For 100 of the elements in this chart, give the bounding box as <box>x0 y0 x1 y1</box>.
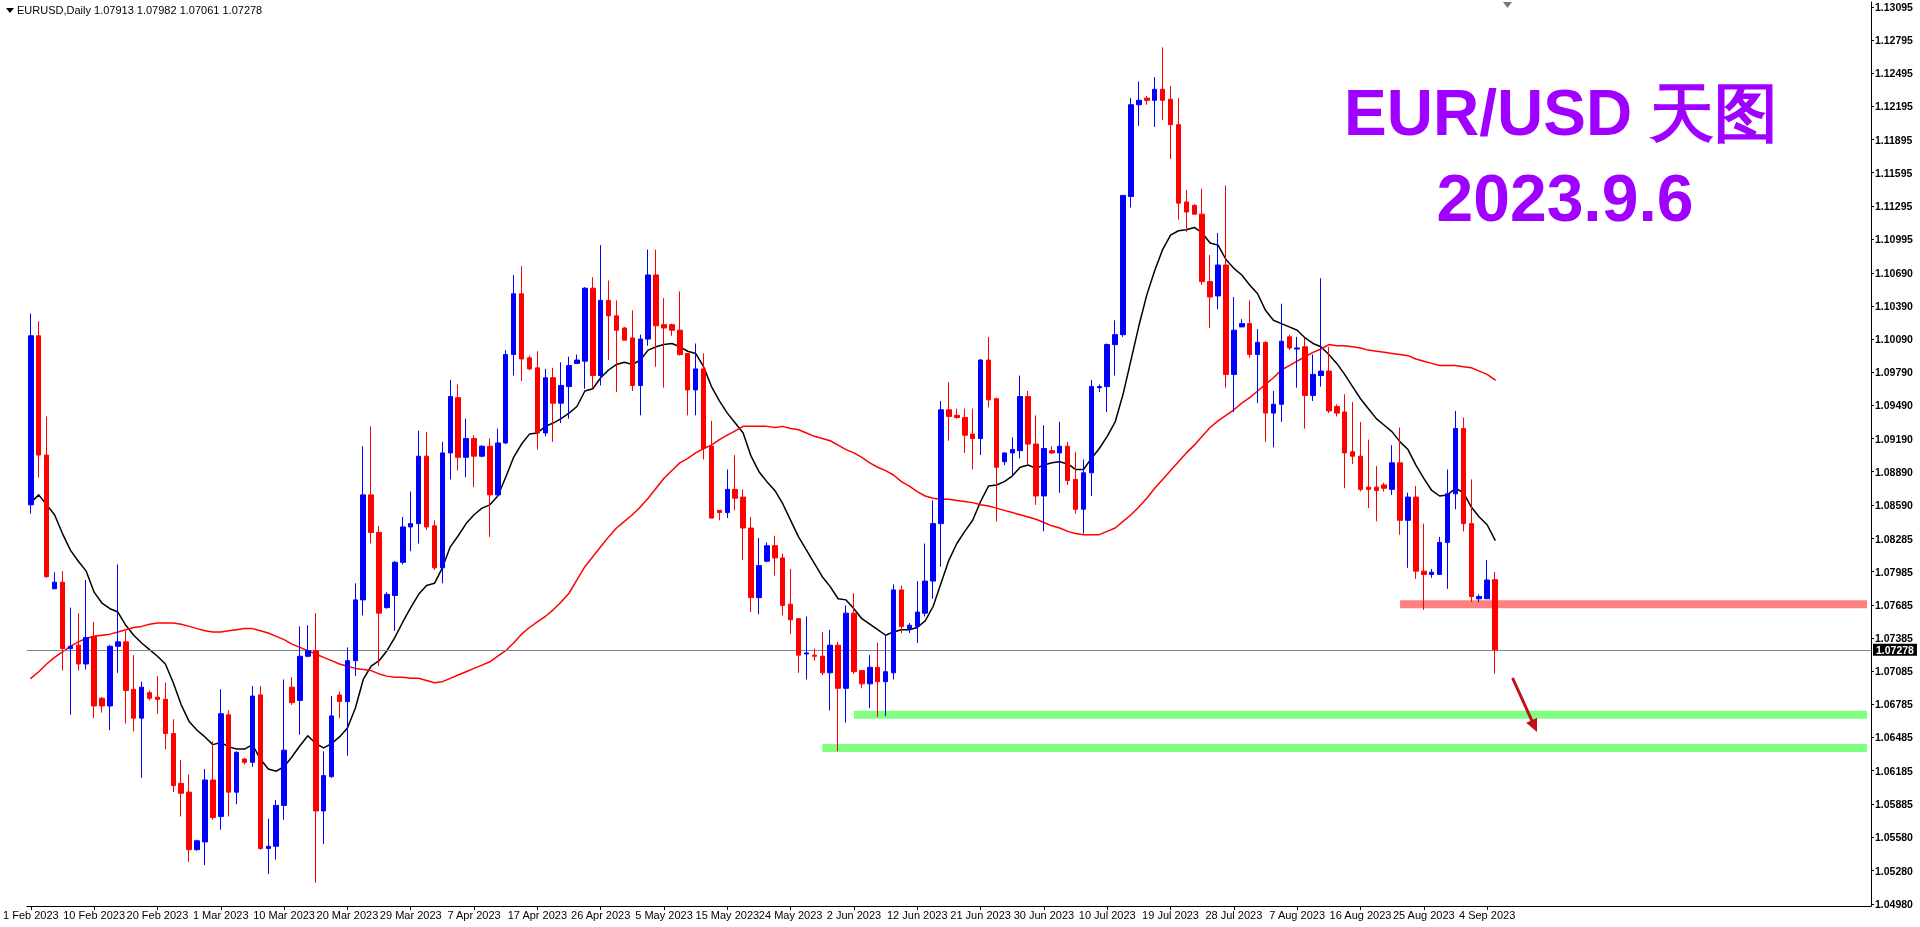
candlestick <box>1207 254 1213 329</box>
y-tick-label: 1.07685 <box>1875 598 1914 611</box>
y-tick-label: 1.11895 <box>1875 133 1913 146</box>
candlestick <box>1445 468 1450 590</box>
x-tick-label: 2 Jun 2023 <box>826 908 882 921</box>
x-tick-label: 30 Jun 2023 <box>1013 908 1075 921</box>
candlestick <box>258 685 263 851</box>
candlestick <box>574 354 580 364</box>
y-tick-label: 1.13095 <box>1875 0 1914 13</box>
candlestick <box>52 571 57 590</box>
candlestick <box>1097 383 1102 393</box>
y-tick-label: 1.04980 <box>1875 897 1914 910</box>
candlestick <box>606 279 611 361</box>
candlestick <box>843 604 849 724</box>
candlestick <box>970 408 975 470</box>
candlestick <box>210 740 216 821</box>
candlestick <box>289 676 295 706</box>
candlestick <box>281 678 287 821</box>
candlestick <box>582 286 588 390</box>
candlestick <box>1160 46 1165 121</box>
candlestick <box>645 249 651 347</box>
candlestick <box>1255 328 1260 404</box>
candlestick <box>883 634 888 717</box>
candlestick <box>68 607 73 716</box>
candlestick <box>899 585 904 634</box>
candlestick <box>1294 336 1300 389</box>
candlestick <box>693 342 698 416</box>
candlestick <box>1461 417 1466 532</box>
x-tick-label: 29 Mar 2023 <box>379 908 442 921</box>
candlestick <box>812 648 817 662</box>
candlestick <box>566 356 572 420</box>
candlestick <box>1010 436 1015 476</box>
candlestick <box>867 654 873 709</box>
candlestick <box>424 431 429 531</box>
candlestick <box>725 468 730 519</box>
candlestick <box>756 537 762 615</box>
candlestick <box>748 516 754 613</box>
candlestick <box>107 644 113 731</box>
candlestick <box>1397 426 1403 536</box>
x-tick-label: 28 Jul 2023 <box>1205 908 1263 921</box>
candlestick <box>202 768 208 866</box>
y-tick-label: 1.10995 <box>1875 233 1914 246</box>
candlestick <box>669 323 675 337</box>
candlestick <box>519 265 524 382</box>
candlestick <box>329 695 334 779</box>
candlestick <box>622 326 627 341</box>
y-tick-label: 1.09490 <box>1875 399 1914 412</box>
y-tick-label: 1.11295 <box>1875 199 1913 212</box>
candlestick <box>614 299 619 393</box>
x-tick-label: 21 Jun 2023 <box>950 908 1011 921</box>
candlestick <box>1476 593 1482 603</box>
y-tick-label: 1.09190 <box>1875 432 1914 445</box>
y-tick-label: 1.07385 <box>1875 632 1914 644</box>
candlestick <box>740 488 746 561</box>
candlestick <box>543 368 548 437</box>
candlestick <box>400 516 406 566</box>
candlestick <box>1350 401 1355 465</box>
candlestick <box>242 757 247 766</box>
candlestick <box>1310 354 1316 402</box>
candlestick <box>44 415 49 579</box>
candlestick <box>76 612 81 672</box>
x-tick-label: 4 Sep 2023 <box>1458 908 1516 921</box>
y-tick-label: 1.07085 <box>1875 665 1914 678</box>
text: EUR/USD 天图 <box>1344 77 1778 149</box>
candlestick <box>186 773 192 863</box>
candlestick <box>194 839 200 852</box>
x-tick-label: 24 May 2023 <box>758 908 823 921</box>
candlestick <box>1065 441 1070 486</box>
x-tick-label: 10 Jul 2023 <box>1078 908 1136 921</box>
candlestick <box>796 618 801 674</box>
y-tick-label: 1.07985 <box>1875 565 1914 578</box>
candlestick <box>487 438 493 538</box>
candlestick <box>155 675 160 715</box>
candlestick <box>345 646 350 757</box>
candlestick <box>115 564 121 674</box>
y-tick-label: 1.06485 <box>1875 731 1914 744</box>
candlestick <box>1429 568 1434 579</box>
candlestick <box>360 445 366 616</box>
candlestick <box>1389 444 1395 496</box>
candlestick <box>463 418 469 478</box>
candlestick <box>1152 76 1157 128</box>
x-tick-label: 1 Mar 2023 <box>192 908 249 921</box>
candlestick <box>978 358 983 456</box>
y-tick-label: 1.06785 <box>1875 698 1914 711</box>
candlestick <box>1484 559 1490 600</box>
x-tick-label: 17 Apr 2023 <box>507 908 568 921</box>
candlestick <box>717 509 722 521</box>
y-tick-label: 1.05580 <box>1875 831 1914 844</box>
candlestick <box>875 642 880 718</box>
candlestick <box>1318 277 1324 388</box>
candlestick <box>131 654 136 732</box>
candlestick <box>353 582 358 677</box>
candlestick <box>851 592 857 675</box>
candlestick <box>772 535 778 577</box>
x-tick-label: 20 Feb 2023 <box>126 908 189 921</box>
x-tick-label: 10 Mar 2023 <box>253 908 315 921</box>
candlestick <box>83 579 89 670</box>
candlestick <box>1144 95 1150 106</box>
candlestick <box>915 580 920 644</box>
candlestick <box>28 313 34 515</box>
